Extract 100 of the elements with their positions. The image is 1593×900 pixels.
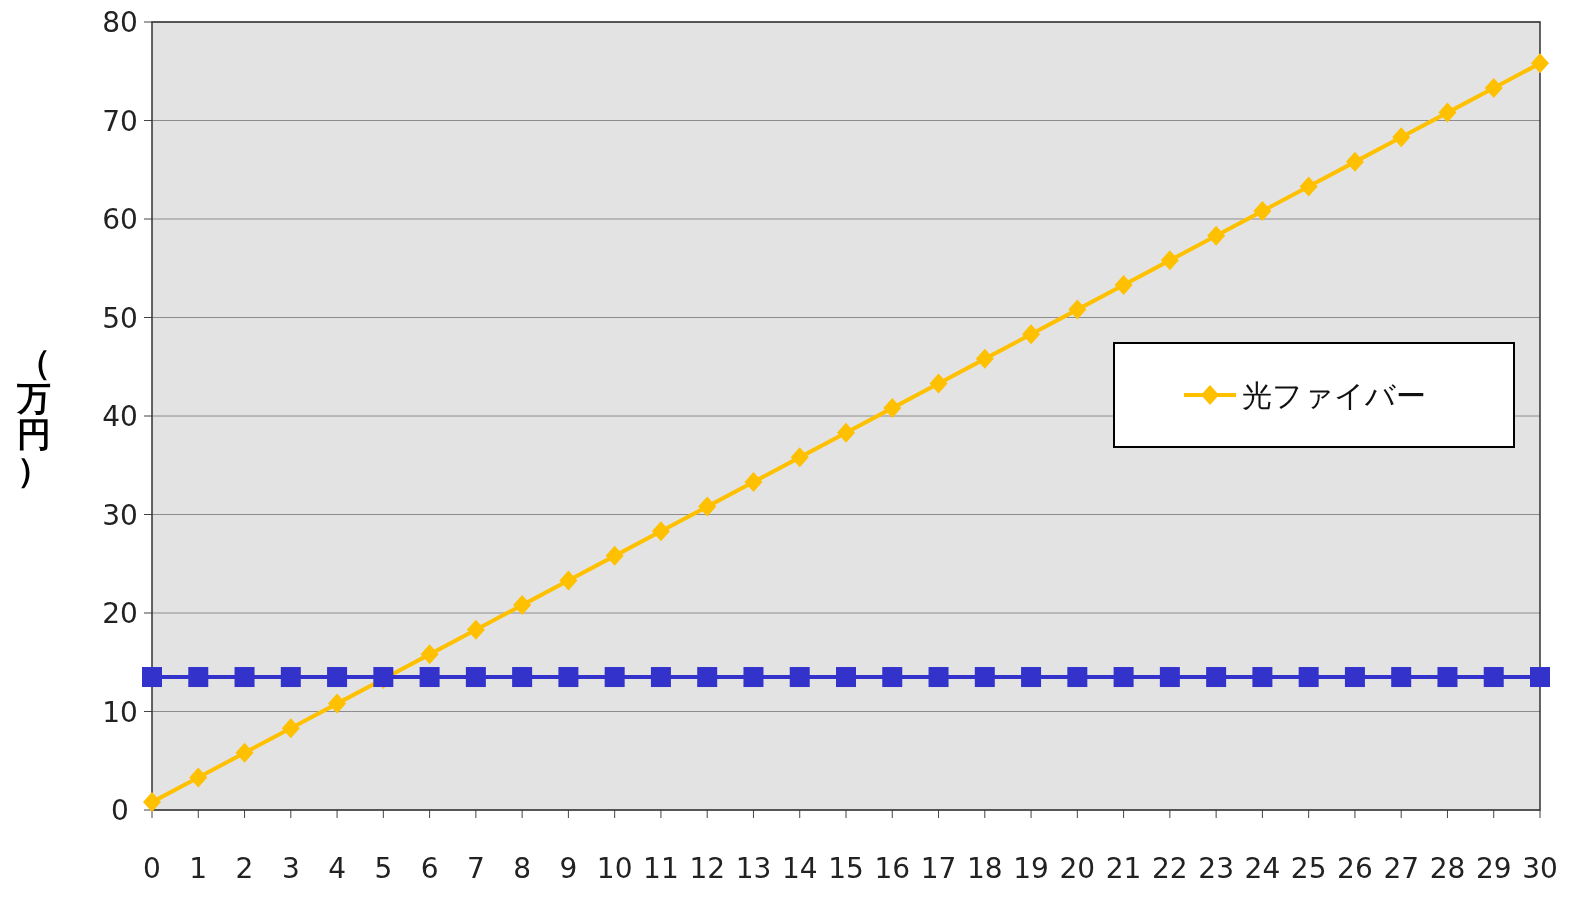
- point: [1207, 225, 1226, 246]
- point: [883, 398, 902, 419]
- x-tick-label: 18: [966, 852, 1003, 885]
- point: [1160, 250, 1179, 271]
- y-tick-label: 60: [102, 203, 138, 236]
- point: [789, 667, 810, 688]
- point: [1114, 275, 1133, 295]
- x-tick-label: 2: [235, 852, 254, 885]
- x-tick-label: 6: [420, 852, 439, 885]
- x-tick-label: 1: [189, 852, 208, 885]
- y-tick-label: 20: [102, 597, 138, 630]
- point: [651, 521, 670, 542]
- point: [975, 348, 994, 369]
- x-tick-label: 16: [874, 852, 911, 885]
- point: [1067, 667, 1088, 688]
- point: [143, 792, 161, 813]
- point: [558, 667, 579, 688]
- x-tick-label: 5: [374, 852, 393, 885]
- point: [1252, 667, 1273, 688]
- point: [513, 595, 532, 616]
- x-tick-label: 22: [1152, 852, 1188, 885]
- point: [1392, 127, 1411, 148]
- x-tick-label: 14: [781, 852, 818, 885]
- point: [281, 718, 300, 739]
- point: [188, 667, 209, 688]
- point: [1021, 667, 1042, 688]
- point: [1437, 667, 1458, 688]
- point: [420, 644, 439, 665]
- point: [650, 667, 671, 688]
- point: [974, 667, 995, 688]
- x-tick-label: 0: [143, 852, 161, 885]
- y-tick-label: 30: [102, 498, 138, 532]
- legend-label: 光ファイバー: [1242, 378, 1426, 413]
- point: [744, 472, 763, 492]
- point: [1113, 667, 1134, 688]
- point: [466, 619, 485, 640]
- x-tick-label: 7: [466, 852, 485, 885]
- point: [1391, 667, 1412, 688]
- y-tick-label: 70: [102, 104, 138, 138]
- point: [235, 742, 254, 763]
- point: [142, 667, 162, 688]
- x-tick-label: 11: [643, 852, 679, 885]
- x-tick-label: 8: [513, 852, 532, 885]
- y-tick-label: 80: [102, 6, 138, 39]
- point: [1068, 299, 1087, 320]
- point: [559, 570, 578, 591]
- y-tick-label: 40: [102, 400, 138, 433]
- point: [1345, 151, 1364, 172]
- y-axis-title: （万円）: [16, 342, 51, 490]
- x-tick-label: 25: [1290, 852, 1327, 885]
- point: [697, 667, 718, 688]
- point: [1298, 667, 1319, 688]
- x-tick-label: 17: [920, 852, 957, 885]
- point: [1253, 201, 1272, 222]
- point: [698, 496, 717, 517]
- point: [189, 767, 208, 788]
- x-tick-label: 27: [1383, 852, 1420, 885]
- point: [836, 667, 856, 688]
- point: [1022, 324, 1041, 345]
- x-tick-label: 24: [1244, 852, 1281, 885]
- x-tick-label: 4: [328, 852, 346, 885]
- point: [604, 667, 625, 688]
- x-tick-label: 23: [1198, 852, 1234, 885]
- x-tick-label: 26: [1337, 852, 1373, 885]
- x-tick-label: 3: [281, 852, 300, 885]
- x-tick-label: 20: [1059, 852, 1096, 885]
- x-tick-label: 29: [1475, 852, 1512, 885]
- point: [1159, 667, 1180, 688]
- point: [1530, 667, 1550, 688]
- point: [1531, 53, 1549, 74]
- x-tick-label: 28: [1429, 852, 1466, 885]
- point: [1438, 102, 1457, 123]
- x-tick-label: 15: [828, 852, 864, 885]
- y-tick-label: 50: [102, 301, 138, 335]
- point: [327, 667, 348, 688]
- point: [790, 447, 809, 468]
- point: [328, 693, 347, 714]
- x-tick-label: 12: [689, 852, 726, 885]
- x-tick-label: 13: [735, 852, 772, 885]
- x-tick-label: 21: [1105, 852, 1142, 885]
- x-tick-label: 30: [1522, 852, 1558, 885]
- point: [1483, 667, 1504, 688]
- x-tick-label: 9: [559, 852, 578, 885]
- point: [743, 667, 764, 688]
- point: [882, 667, 903, 688]
- point: [837, 422, 855, 443]
- point: [1484, 78, 1503, 98]
- point: [512, 667, 533, 688]
- y-tick-label: 10: [102, 695, 138, 729]
- point: [234, 667, 255, 688]
- x-tick-label: 19: [1013, 852, 1049, 885]
- point: [929, 373, 948, 394]
- point: [465, 667, 486, 688]
- point: [1206, 667, 1227, 688]
- point: [1344, 667, 1365, 688]
- point: [605, 545, 624, 566]
- x-tick-label: 10: [596, 852, 633, 885]
- point: [1299, 176, 1318, 197]
- point: [280, 667, 301, 688]
- point: [928, 667, 949, 688]
